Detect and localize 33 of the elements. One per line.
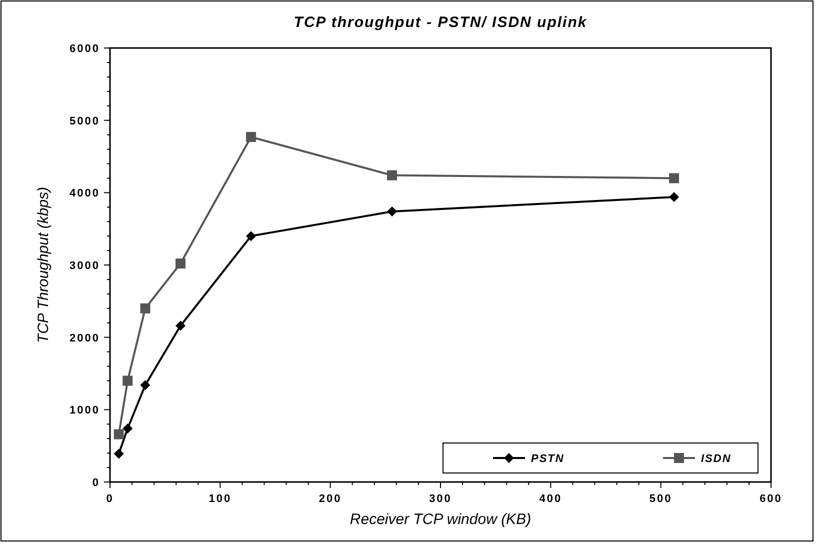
- x-tick-label: 600: [760, 493, 782, 505]
- point: [669, 192, 680, 202]
- point: [387, 206, 398, 216]
- x-tick-label: 100: [208, 493, 232, 505]
- y-tick-label: 6000: [70, 43, 100, 55]
- point: [140, 303, 150, 314]
- point: [387, 170, 398, 180]
- point: [246, 231, 256, 242]
- point: [246, 132, 256, 142]
- y-tick-label: 5000: [70, 115, 100, 128]
- x-axis-title: Receiver TCP window (KB): [350, 511, 532, 528]
- y-tick-label: 0: [92, 477, 100, 489]
- y-axis-title: TCP Throughput (kbps): [35, 186, 52, 344]
- x-tick-label: 400: [539, 493, 562, 505]
- point: [114, 448, 124, 459]
- legend-label: ISDN: [701, 453, 732, 465]
- point: [122, 376, 133, 386]
- chart-title: TCP throughput - PSTN/ ISDN uplink: [294, 14, 588, 31]
- point: [176, 258, 186, 269]
- point: [140, 380, 150, 390]
- y-tick-label: 1000: [70, 404, 100, 417]
- point: [114, 429, 124, 440]
- point: [669, 173, 680, 184]
- point: [176, 320, 186, 331]
- point: [122, 423, 133, 434]
- x-tick-label: 0: [106, 493, 114, 505]
- legend-label: PSTN: [531, 453, 564, 465]
- x-tick-label: 300: [429, 493, 452, 505]
- y-tick-label: 2000: [70, 332, 100, 344]
- y-tick-label: 4000: [70, 188, 100, 200]
- y-tick-label: 3000: [70, 260, 100, 272]
- x-tick-label: 200: [318, 493, 342, 505]
- x-tick-label: 500: [649, 493, 672, 505]
